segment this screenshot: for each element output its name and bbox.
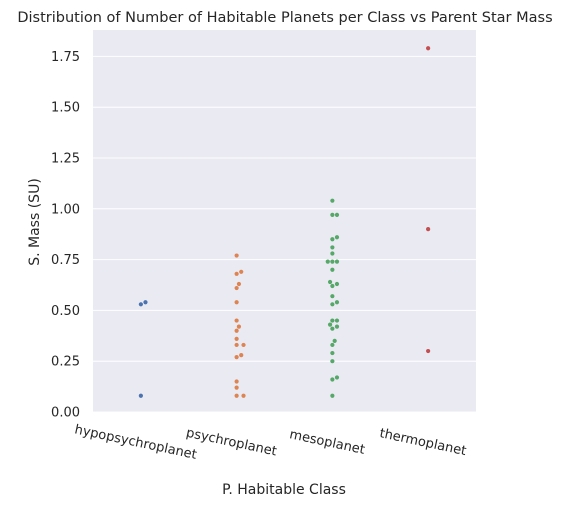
x-tick-label: hypopsychroplanet: [73, 422, 198, 463]
data-point-psychroplanet: [239, 353, 244, 358]
data-point-mesoplanet: [334, 281, 340, 287]
data-point-psychroplanet: [236, 324, 242, 329]
data-point-mesoplanet: [330, 302, 335, 307]
data-point-mesoplanet: [330, 326, 335, 331]
data-point-mesoplanet: [330, 237, 335, 242]
y-tick-label: 1.00: [51, 202, 80, 217]
data-point-mesoplanet: [330, 359, 335, 364]
data-point-mesoplanet: [330, 377, 335, 382]
data-point-mesoplanet: [330, 267, 335, 272]
data-point-mesoplanet: [330, 212, 335, 218]
data-point-mesoplanet: [334, 259, 340, 264]
data-point-psychroplanet: [234, 328, 239, 333]
data-point-psychroplanet: [241, 342, 246, 348]
data-point-mesoplanet: [334, 324, 340, 329]
plot-area: [93, 30, 476, 412]
data-point-psychroplanet: [234, 342, 239, 348]
data-point-mesoplanet: [330, 342, 335, 348]
y-tick-label: 1.50: [51, 101, 80, 116]
data-point-psychroplanet: [234, 393, 239, 398]
data-point-psychroplanet: [239, 269, 244, 274]
x-tick-label: mesoplanet: [288, 427, 366, 458]
y-tick-label: 0.75: [51, 253, 80, 268]
data-point-mesoplanet: [334, 235, 340, 240]
data-point-mesoplanet: [330, 393, 335, 398]
data-point-thermoplanet: [426, 227, 431, 232]
data-point-thermoplanet: [426, 46, 431, 51]
y-axis-ticks: 0.00 0.25 0.50 0.75 1.00 1.25 1.50 1.75: [51, 50, 80, 421]
data-point-psychroplanet: [234, 385, 239, 390]
data-point-hypopsychroplanet: [143, 300, 148, 305]
y-tick-label: 1.75: [51, 50, 80, 65]
x-tick-label: thermoplanet: [378, 426, 467, 459]
data-point-mesoplanet: [330, 283, 335, 289]
data-point-mesoplanet: [330, 318, 335, 323]
data-point-mesoplanet: [327, 322, 333, 327]
data-point-mesoplanet: [330, 198, 335, 203]
data-point-hypopsychroplanet: [138, 302, 143, 307]
data-point-mesoplanet: [334, 375, 340, 380]
y-axis-title: S. Mass (SU): [27, 178, 43, 266]
data-point-mesoplanet: [330, 259, 335, 264]
data-point-mesoplanet: [330, 251, 335, 256]
data-points: [138, 46, 431, 398]
y-tick-label: 1.25: [51, 152, 80, 167]
data-point-mesoplanet: [334, 300, 340, 305]
data-point-psychroplanet: [234, 318, 239, 323]
y-tick-label: 0.00: [51, 406, 80, 421]
grid-lines: [93, 55, 476, 413]
data-point-mesoplanet: [332, 338, 337, 343]
data-point-psychroplanet: [236, 281, 242, 287]
data-point-mesoplanet: [330, 350, 335, 356]
data-point-psychroplanet: [234, 355, 239, 360]
data-point-mesoplanet: [330, 245, 335, 250]
data-point-hypopsychroplanet: [138, 393, 143, 398]
data-point-thermoplanet: [426, 348, 431, 354]
data-point-psychroplanet: [234, 300, 239, 305]
data-point-mesoplanet: [325, 259, 330, 264]
data-point-psychroplanet: [241, 393, 246, 398]
x-tick-label: psychroplanet: [185, 426, 278, 460]
data-point-mesoplanet: [334, 318, 340, 323]
data-point-mesoplanet: [327, 279, 333, 285]
data-point-mesoplanet: [334, 212, 340, 218]
data-point-psychroplanet: [234, 336, 239, 341]
y-tick-label: 0.50: [51, 304, 80, 319]
data-point-psychroplanet: [234, 379, 239, 384]
data-point-psychroplanet: [234, 253, 239, 258]
chart-title: Distribution of Number of Habitable Plan…: [17, 10, 552, 26]
x-axis-title: P. Habitable Class: [222, 482, 346, 498]
data-point-psychroplanet: [234, 285, 239, 291]
data-point-mesoplanet: [330, 294, 335, 299]
y-tick-label: 0.25: [51, 355, 80, 370]
data-point-psychroplanet: [234, 271, 239, 276]
